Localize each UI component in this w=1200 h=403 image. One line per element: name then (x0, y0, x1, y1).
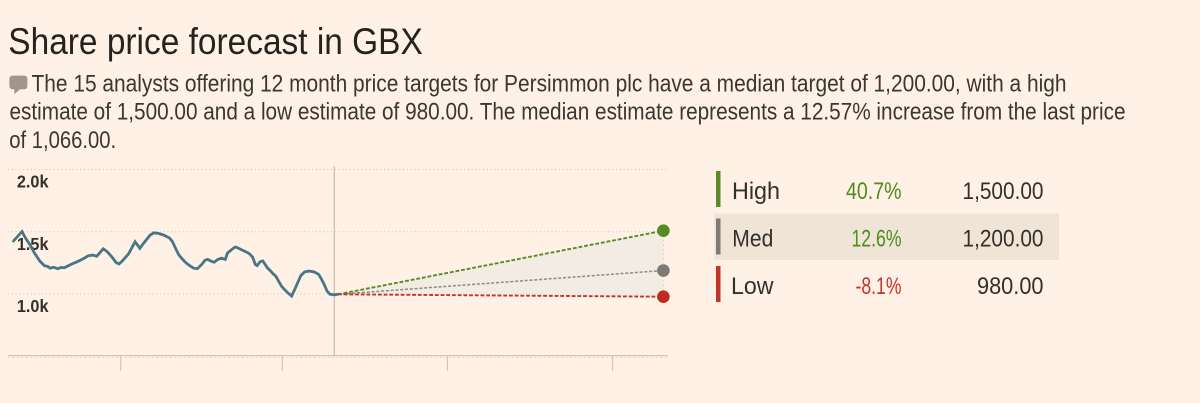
svg-text:1,500.00: 1,500.00 (963, 178, 1044, 205)
svg-text:40.7%: 40.7% (846, 178, 902, 205)
svg-text:estimate of 1,500.00 and a low: estimate of 1,500.00 and a low estimate … (10, 99, 1126, 126)
svg-text:-8.1%: -8.1% (856, 273, 902, 300)
svg-text:The 15 analysts offering 12 mo: The 15 analysts offering 12 month price … (32, 71, 1067, 98)
svg-text:of 1,066.00.: of 1,066.00. (9, 127, 116, 154)
svg-text:Med: Med (732, 226, 773, 253)
svg-text:1.0k: 1.0k (17, 296, 49, 316)
svg-text:980.00: 980.00 (977, 273, 1044, 300)
svg-text:Share price forecast in GBX: Share price forecast in GBX (8, 20, 423, 62)
svg-text:Low: Low (731, 273, 774, 300)
svg-text:12.6%: 12.6% (852, 226, 902, 253)
svg-text:1,200.00: 1,200.00 (963, 226, 1044, 253)
svg-text:High: High (732, 178, 780, 205)
svg-text:2.0k: 2.0k (17, 172, 49, 192)
